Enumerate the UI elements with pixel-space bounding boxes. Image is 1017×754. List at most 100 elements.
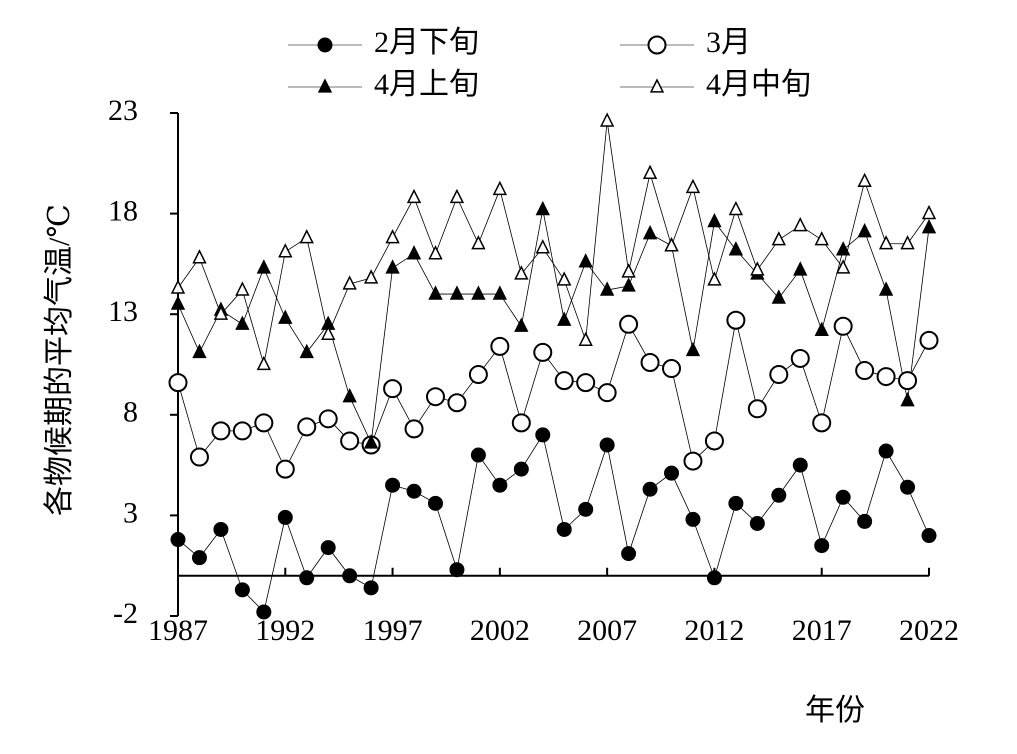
marker — [814, 231, 829, 246]
marker — [447, 393, 467, 413]
marker — [492, 180, 508, 196]
marker — [683, 451, 703, 471]
marker — [557, 271, 572, 286]
marker — [320, 540, 336, 556]
marker — [342, 275, 357, 290]
marker — [771, 487, 787, 503]
marker — [535, 427, 551, 443]
marker — [170, 295, 186, 310]
marker — [213, 305, 229, 320]
marker — [662, 359, 682, 379]
x-axis-label: 年份 — [805, 694, 865, 727]
marker — [599, 112, 615, 127]
marker — [363, 269, 379, 284]
series-line — [177, 209, 930, 445]
marker — [383, 379, 403, 399]
y-tick-label: 13 — [108, 295, 138, 328]
marker — [878, 235, 894, 250]
marker — [428, 285, 443, 300]
marker — [213, 521, 229, 537]
marker — [599, 281, 615, 296]
marker — [578, 501, 594, 517]
x-tick-label: 1987 — [148, 614, 208, 647]
marker — [898, 371, 918, 391]
marker — [857, 513, 873, 529]
marker — [299, 570, 315, 586]
marker — [749, 515, 765, 531]
marker — [554, 371, 574, 391]
marker — [211, 421, 231, 441]
marker — [640, 352, 660, 372]
y-tick-label: 18 — [108, 194, 138, 227]
x-tick-label: 1992 — [255, 614, 315, 647]
marker — [428, 245, 443, 260]
marker — [578, 253, 593, 268]
marker — [449, 188, 465, 204]
marker — [192, 343, 207, 359]
marker — [468, 365, 488, 385]
marker — [900, 392, 915, 407]
marker — [363, 434, 379, 449]
marker — [297, 417, 317, 437]
marker — [535, 200, 550, 216]
marker — [342, 568, 358, 584]
marker — [513, 461, 529, 477]
marker — [878, 281, 894, 296]
marker — [256, 259, 271, 274]
marker — [385, 477, 401, 493]
legend-label: 2月下旬 — [374, 26, 479, 59]
marker — [750, 261, 765, 276]
marker — [919, 330, 939, 350]
marker — [514, 317, 529, 332]
marker — [747, 399, 767, 419]
marker — [170, 279, 186, 294]
marker — [771, 289, 786, 304]
marker — [170, 532, 186, 548]
marker — [642, 164, 658, 180]
marker — [275, 459, 295, 479]
marker — [664, 465, 680, 481]
marker — [857, 223, 872, 238]
marker — [599, 437, 615, 453]
marker — [833, 316, 853, 336]
marker — [449, 562, 465, 578]
legend-marker — [649, 78, 665, 93]
x-tick-label: 2002 — [470, 614, 530, 647]
marker — [471, 235, 486, 250]
legend-label: 3月 — [706, 26, 751, 59]
y-tick-label: -2 — [113, 597, 138, 630]
marker — [278, 309, 293, 324]
marker — [189, 447, 209, 467]
marker — [900, 235, 915, 250]
x-tick-label: 1997 — [363, 614, 423, 647]
marker — [793, 261, 808, 276]
marker — [576, 373, 596, 393]
y-tick-label: 3 — [123, 496, 138, 529]
marker — [664, 237, 679, 252]
marker — [793, 216, 808, 232]
marker — [685, 341, 701, 357]
marker — [363, 580, 379, 596]
x-tick-label: 2017 — [792, 614, 852, 647]
marker — [728, 200, 744, 216]
marker — [857, 172, 872, 188]
marker — [514, 265, 529, 280]
series-line — [177, 433, 930, 613]
marker — [578, 331, 593, 347]
marker — [771, 231, 786, 246]
marker — [812, 413, 832, 433]
marker — [814, 538, 830, 554]
marker — [299, 343, 314, 359]
marker — [876, 367, 896, 387]
y-tick-label: 8 — [123, 396, 138, 429]
marker — [556, 521, 572, 537]
x-tick-label: 2007 — [577, 614, 637, 647]
marker — [855, 361, 875, 381]
marker — [790, 348, 810, 368]
legend-label: 4月上旬 — [374, 68, 479, 101]
marker — [726, 310, 746, 330]
marker — [299, 229, 314, 244]
marker — [621, 263, 636, 278]
marker — [406, 245, 422, 260]
marker — [704, 431, 724, 451]
